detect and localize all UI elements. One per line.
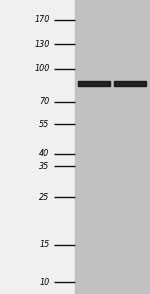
Text: 170: 170 [34, 15, 50, 24]
Text: 70: 70 [39, 97, 50, 106]
Bar [75, 0, 150, 294]
Bar [114, 81, 146, 86]
Text: 130: 130 [34, 40, 50, 49]
Text: 15: 15 [39, 240, 50, 249]
Text: 25: 25 [39, 193, 50, 202]
Text: 40: 40 [39, 149, 50, 158]
Text: 100: 100 [34, 64, 50, 73]
Bar [0, 0, 75, 294]
Text: 35: 35 [39, 161, 50, 171]
Bar [78, 81, 110, 86]
Text: 10: 10 [39, 278, 50, 287]
Text: 55: 55 [39, 120, 50, 129]
